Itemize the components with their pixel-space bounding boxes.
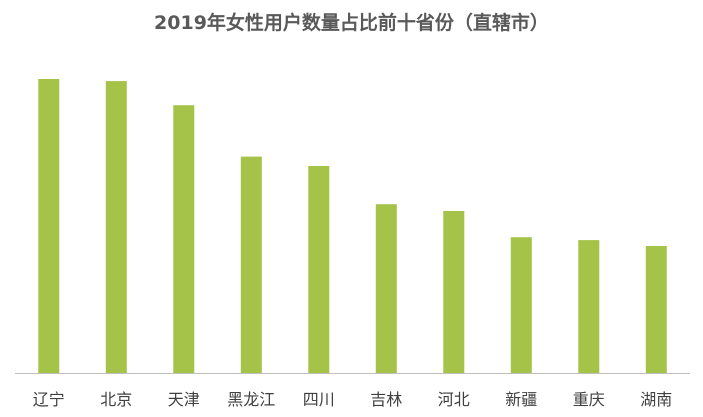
x-tick-label: 四川 xyxy=(303,390,335,409)
x-tick-label: 黑龙江 xyxy=(227,390,275,409)
x-tick-label: 重庆 xyxy=(573,390,605,409)
x-tick-label: 辽宁 xyxy=(33,390,65,409)
x-tick-label: 天津 xyxy=(168,390,200,409)
x-tick-label: 新疆 xyxy=(505,390,537,409)
bar-group xyxy=(38,79,667,373)
bar-吉林 xyxy=(375,204,397,373)
bar-黑龙江 xyxy=(240,156,262,373)
bar-四川 xyxy=(308,166,330,373)
x-tick-label: 湖南 xyxy=(640,390,672,409)
chart-title: 2019年女性用户数量占比前十省份（直辖市） xyxy=(154,12,549,34)
bar-新疆 xyxy=(510,237,532,373)
bar-重庆 xyxy=(578,240,600,373)
x-tick-label: 河北 xyxy=(438,390,470,409)
bar-北京 xyxy=(105,81,127,373)
bar-湖南 xyxy=(645,246,667,373)
x-tick-label: 吉林 xyxy=(370,390,402,409)
bar-天津 xyxy=(173,105,195,373)
x-tick-label: 北京 xyxy=(100,390,132,409)
bar-河北 xyxy=(443,211,465,373)
x-tick-labels: 辽宁 北京 天津 黑龙江 四川 吉林 河北 新疆 重庆 湖南 xyxy=(33,390,673,409)
bar-辽宁 xyxy=(38,79,60,373)
